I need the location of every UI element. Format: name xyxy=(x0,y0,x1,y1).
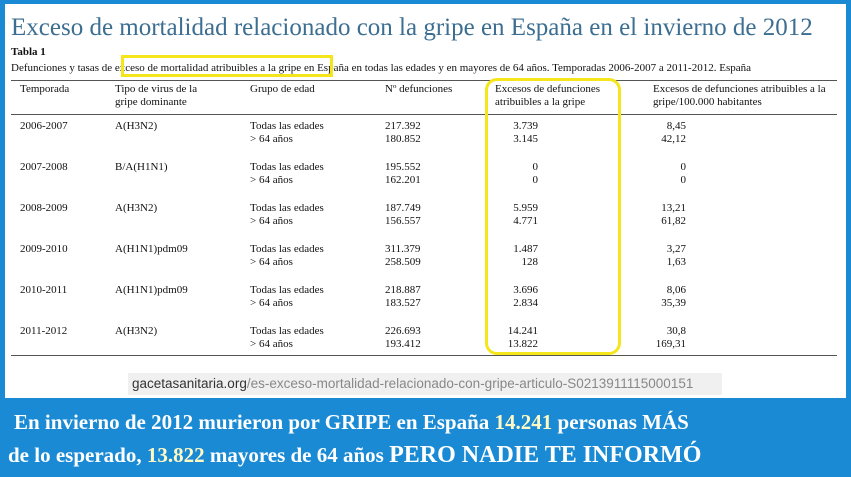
virus: A(H3N2) xyxy=(115,325,158,337)
footer-emphasis: PERO NADIE TE INFORMÓ xyxy=(389,442,702,468)
deaths: 193.412 xyxy=(385,338,421,350)
rate: 1,63 xyxy=(666,256,686,268)
excess: 3.145 xyxy=(513,133,538,145)
deaths: 156.557 xyxy=(385,215,421,227)
caption-highlight: exceso de mortalidad atribuibles a la gr… xyxy=(114,62,302,74)
age-group: > 64 años xyxy=(250,133,293,145)
deaths: 195.552 xyxy=(385,161,421,173)
deaths: 311.379 xyxy=(385,243,421,255)
rate: 61,82 xyxy=(661,215,686,227)
footer-text: mayores de 64 años xyxy=(209,443,384,467)
excess: 128 xyxy=(521,256,539,268)
rule xyxy=(11,355,837,356)
highlight-box xyxy=(121,55,333,77)
season: 2006-2007 xyxy=(20,120,68,132)
column-header: Nº defunciones xyxy=(385,83,453,95)
excess: 0 xyxy=(532,161,539,173)
rate: 30,8 xyxy=(666,325,686,337)
age-group: Todas las edades xyxy=(250,161,324,173)
season: 2011-2012 xyxy=(20,325,68,337)
age-group: > 64 años xyxy=(250,174,293,186)
footer-text: personas MÁS xyxy=(557,410,689,434)
source-path: /es-exceso-mortalidad-relacionado-con-gr… xyxy=(246,376,694,391)
rule xyxy=(11,80,837,81)
rate: 13,21 xyxy=(661,202,686,214)
column-header: Excesos de defunciones atribuibles a la … xyxy=(653,83,826,108)
excess: 3.696 xyxy=(513,284,538,296)
excess: 13.822 xyxy=(507,338,538,350)
source-bar xyxy=(128,373,722,395)
footer-text: de lo esperado, xyxy=(8,443,142,467)
table-caption: Defunciones y tasas de exceso de mortali… xyxy=(11,62,751,74)
footer-number: 13.822 xyxy=(146,443,205,467)
age-group: Todas las edades xyxy=(250,120,324,132)
rate: 3,27 xyxy=(666,243,686,255)
excess: 3.739 xyxy=(513,120,538,132)
excess: 4.771 xyxy=(513,215,538,227)
footer-line: En invierno de 2012 murieron por GRIPE e… xyxy=(14,410,689,435)
age-group: Todas las edades xyxy=(250,284,324,296)
virus: A(H1N1)pdm09 xyxy=(115,243,188,255)
rate: 35,39 xyxy=(661,297,686,309)
season: 2010-2011 xyxy=(20,284,68,296)
column-header: Excesos de defunciones atribuibles a la … xyxy=(495,83,601,108)
season: 2008-2009 xyxy=(20,202,68,214)
age-group: > 64 años xyxy=(250,215,293,227)
age-group: > 64 años xyxy=(250,338,293,350)
caption-text: en España en todas las edades y en mayor… xyxy=(303,62,751,74)
age-group: Todas las edades xyxy=(250,202,324,214)
source-url: gacetasanitaria.org/es-exceso-mortalidad… xyxy=(132,376,693,391)
season: 2007-2008 xyxy=(20,161,68,173)
footer-line: de lo esperado, 13.822 mayores de 64 año… xyxy=(8,442,701,469)
rate: 8,06 xyxy=(666,284,686,296)
deaths: 217.392 xyxy=(385,120,421,132)
deaths: 218.887 xyxy=(385,284,421,296)
virus: B/A(H1N1) xyxy=(115,161,168,173)
column-header: Grupo de edad xyxy=(250,83,315,95)
highlight-box xyxy=(485,78,621,355)
virus: A(H1N1)pdm09 xyxy=(115,284,188,296)
table-label: Tabla 1 xyxy=(11,46,46,58)
deaths: 180.852 xyxy=(385,133,421,145)
age-group: Todas las edades xyxy=(250,325,324,337)
virus: A(H3N2) xyxy=(115,202,158,214)
deaths: 187.749 xyxy=(385,202,421,214)
column-header: Temporada xyxy=(20,83,70,95)
excess: 1.487 xyxy=(513,243,538,255)
deaths: 183.527 xyxy=(385,297,421,309)
excess: 2.834 xyxy=(513,297,538,309)
rate: 0 xyxy=(680,174,687,186)
virus: A(H3N2) xyxy=(115,120,158,132)
season: 2009-2010 xyxy=(20,243,68,255)
rate: 42,12 xyxy=(661,133,686,145)
excess: 5.959 xyxy=(513,202,538,214)
age-group: > 64 años xyxy=(250,297,293,309)
rate: 169,31 xyxy=(655,338,686,350)
column-header: Tipo de virus de la gripe dominante xyxy=(115,83,198,108)
age-group: > 64 años xyxy=(250,256,293,268)
title: Exceso de mortalidad relacionado con la … xyxy=(11,14,813,41)
rule xyxy=(11,114,837,115)
age-group: Todas las edades xyxy=(250,243,324,255)
deaths: 258.509 xyxy=(385,256,421,268)
excess: 0 xyxy=(532,174,539,186)
footer-text: En invierno de 2012 murieron por GRIPE e… xyxy=(14,410,490,434)
source-domain: gacetasanitaria.org xyxy=(132,376,247,391)
deaths: 226.693 xyxy=(385,325,421,337)
document-panel: Exceso de mortalidad relacionado con la … xyxy=(5,4,846,398)
rate: 0 xyxy=(680,161,687,173)
footer-number: 14.241 xyxy=(494,410,553,434)
caption-text: Defunciones y tasas de xyxy=(11,62,113,74)
rate: 8,45 xyxy=(666,120,686,132)
excess: 14.241 xyxy=(507,325,538,337)
deaths: 162.201 xyxy=(385,174,421,186)
